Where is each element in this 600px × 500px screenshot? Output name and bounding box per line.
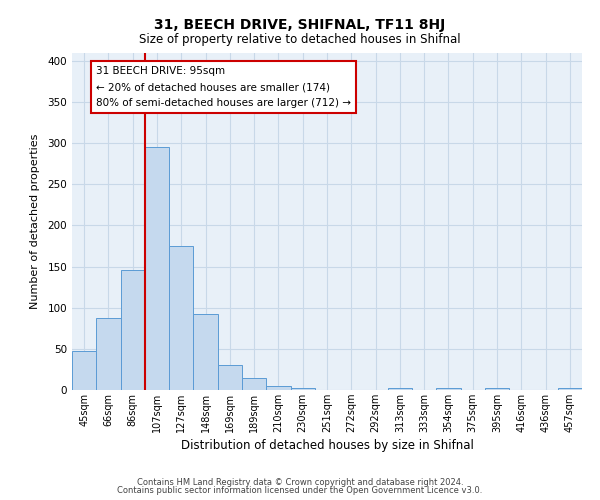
Text: Contains public sector information licensed under the Open Government Licence v3: Contains public sector information licen… xyxy=(118,486,482,495)
Bar xyxy=(96,318,121,390)
Bar xyxy=(388,388,412,390)
Bar xyxy=(72,352,96,390)
Text: Contains HM Land Registry data © Crown copyright and database right 2024.: Contains HM Land Registry data © Crown c… xyxy=(137,478,463,487)
Bar xyxy=(145,147,169,390)
Text: Size of property relative to detached houses in Shifnal: Size of property relative to detached ho… xyxy=(139,32,461,46)
Bar xyxy=(242,378,266,390)
Bar xyxy=(193,314,218,390)
Bar xyxy=(485,388,509,390)
Bar xyxy=(218,366,242,390)
Bar xyxy=(169,246,193,390)
Text: 31, BEECH DRIVE, SHIFNAL, TF11 8HJ: 31, BEECH DRIVE, SHIFNAL, TF11 8HJ xyxy=(154,18,446,32)
Bar xyxy=(266,386,290,390)
Bar xyxy=(290,388,315,390)
Bar xyxy=(121,270,145,390)
X-axis label: Distribution of detached houses by size in Shifnal: Distribution of detached houses by size … xyxy=(181,439,473,452)
Bar xyxy=(436,388,461,390)
Y-axis label: Number of detached properties: Number of detached properties xyxy=(31,134,40,309)
Text: 31 BEECH DRIVE: 95sqm
← 20% of detached houses are smaller (174)
80% of semi-det: 31 BEECH DRIVE: 95sqm ← 20% of detached … xyxy=(96,66,351,108)
Bar xyxy=(558,388,582,390)
